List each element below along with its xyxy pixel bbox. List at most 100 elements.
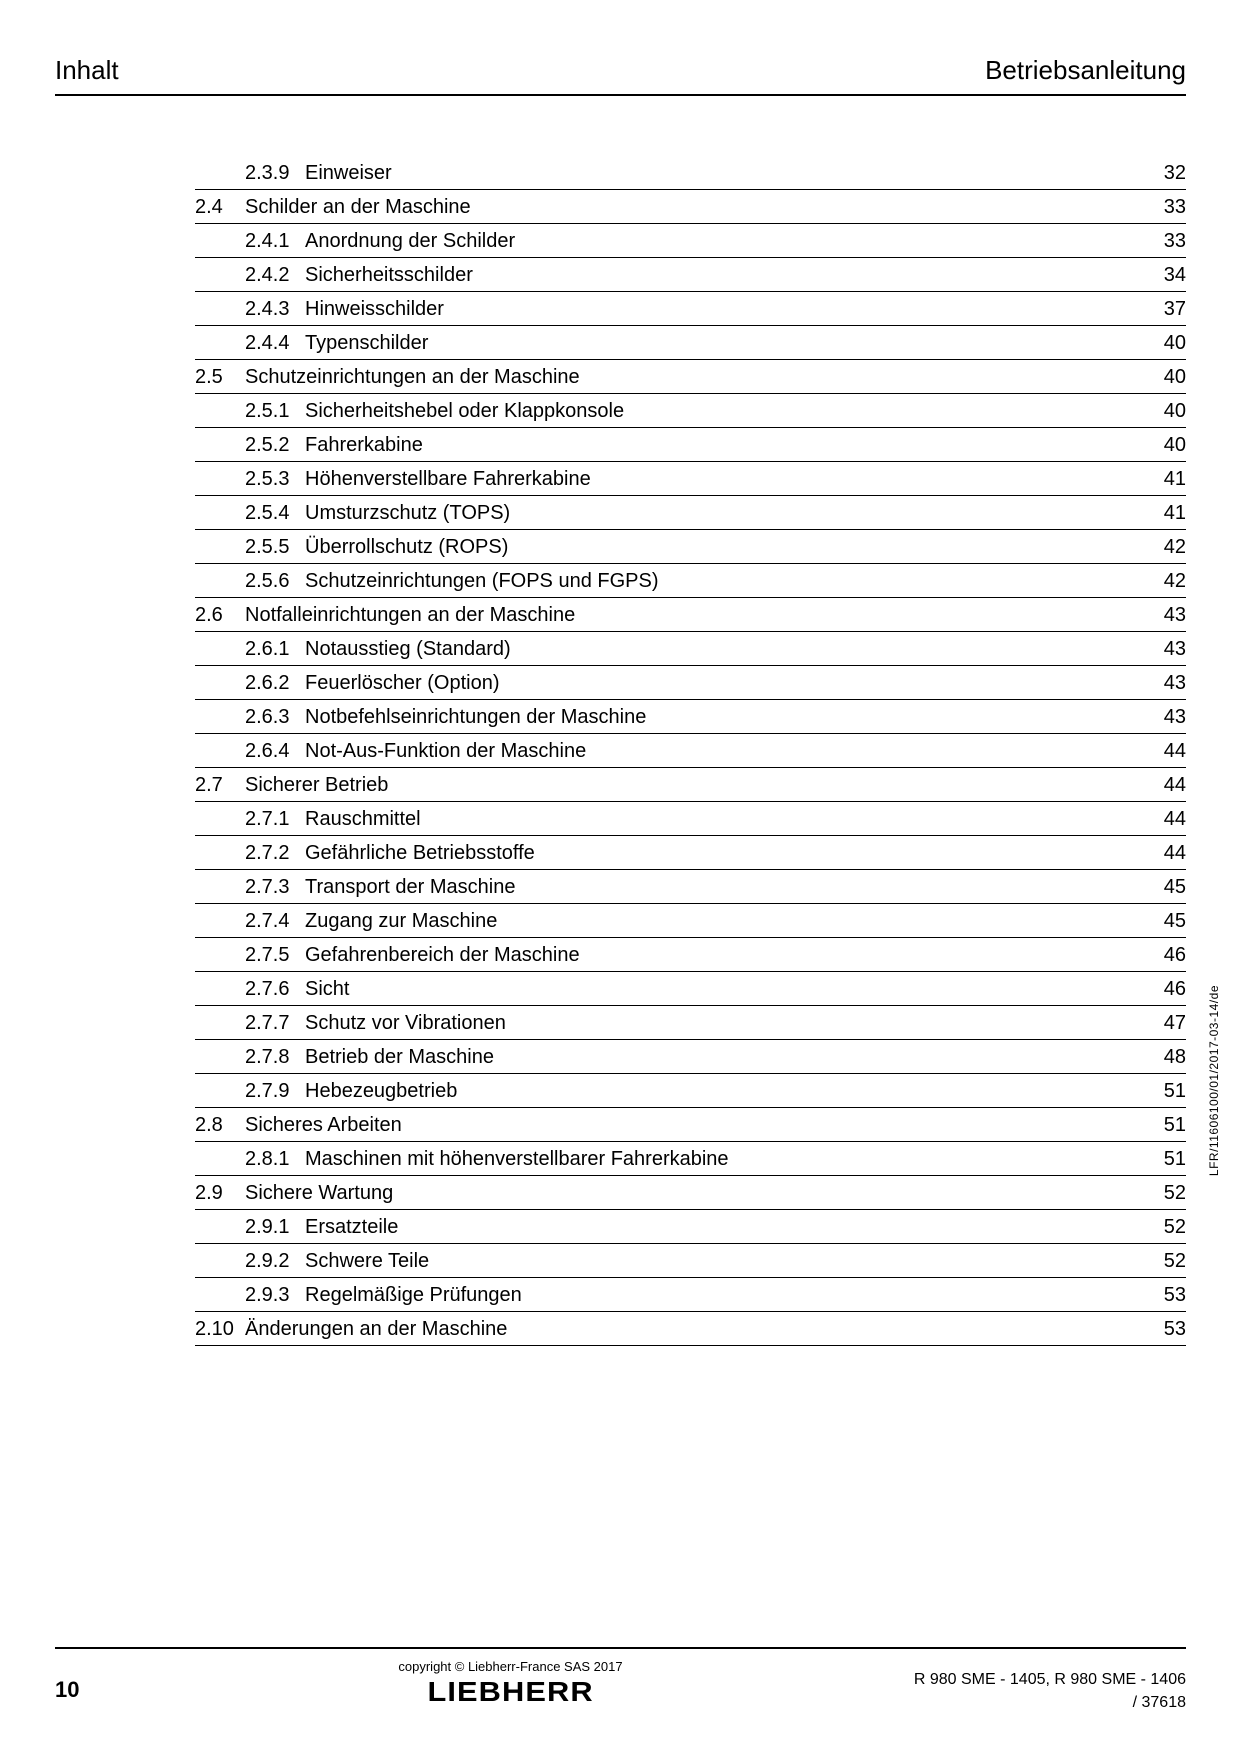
toc-row: 2.7.2Gefährliche Betriebsstoffe44 bbox=[195, 836, 1186, 870]
toc-sub-title: Hinweisschilder bbox=[305, 298, 1146, 321]
toc-sub-title: Fahrerkabine bbox=[305, 434, 1146, 457]
toc-sub-title: Gefahrenbereich der Maschine bbox=[305, 944, 1146, 967]
toc-page-number: 52 bbox=[1146, 1182, 1186, 1205]
toc-sub-title: Maschinen mit höhenverstellbarer Fahrerk… bbox=[305, 1148, 1146, 1171]
toc-row: 2.8Sicheres Arbeiten51 bbox=[195, 1108, 1186, 1142]
toc-row: 2.9.3Regelmäßige Prüfungen53 bbox=[195, 1278, 1186, 1312]
toc-sub-title: Gefährliche Betriebsstoffe bbox=[305, 842, 1146, 865]
toc-section-title: Notfalleinrichtungen an der Maschine bbox=[245, 604, 1146, 627]
toc-section-title: Sicheres Arbeiten bbox=[245, 1114, 1146, 1137]
toc-page-number: 44 bbox=[1146, 842, 1186, 865]
toc-row: 2.5.6Schutzeinrichtungen (FOPS und FGPS)… bbox=[195, 564, 1186, 598]
toc-sub-number: 2.5.4 bbox=[245, 502, 305, 525]
footer-center: copyright © Liebherr-France SAS 2017 LIE… bbox=[155, 1659, 866, 1708]
toc-sub-title: Transport der Maschine bbox=[305, 876, 1146, 899]
toc-sub-title: Notbefehlseinrichtungen der Maschine bbox=[305, 706, 1146, 729]
footer-page-number: 10 bbox=[55, 1659, 155, 1703]
footer-right: R 980 SME - 1405, R 980 SME - 1406 / 376… bbox=[866, 1659, 1186, 1714]
toc-row: 2.8.1Maschinen mit höhenverstellbarer Fa… bbox=[195, 1142, 1186, 1176]
toc-sub-number: 2.7.2 bbox=[245, 842, 305, 865]
toc-sub-number: 2.6.1 bbox=[245, 638, 305, 661]
toc-sub-title: Höhenverstellbare Fahrerkabine bbox=[305, 468, 1146, 491]
toc-row: 2.9.2Schwere Teile52 bbox=[195, 1244, 1186, 1278]
toc-sub-title: Sicherheitsschilder bbox=[305, 264, 1146, 287]
toc-page-number: 42 bbox=[1146, 570, 1186, 593]
toc-sub-title: Anordnung der Schilder bbox=[305, 230, 1146, 253]
toc-sub-number: 2.4.2 bbox=[245, 264, 305, 287]
table-of-contents: 2.3.9Einweiser322.4Schilder an der Masch… bbox=[195, 156, 1186, 1346]
toc-sub-title: Schutz vor Vibrationen bbox=[305, 1012, 1146, 1035]
toc-section-title: Schilder an der Maschine bbox=[245, 196, 1146, 219]
toc-row: 2.9.1Ersatzteile52 bbox=[195, 1210, 1186, 1244]
toc-row: 2.6Notfalleinrichtungen an der Maschine4… bbox=[195, 598, 1186, 632]
toc-page-number: 40 bbox=[1146, 366, 1186, 389]
toc-sub-title: Sicherheitshebel oder Klappkonsole bbox=[305, 400, 1146, 423]
toc-sub-number: 2.4.3 bbox=[245, 298, 305, 321]
toc-sub-number: 2.4.4 bbox=[245, 332, 305, 355]
toc-sub-title: Feuerlöscher (Option) bbox=[305, 672, 1146, 695]
toc-sub-number: 2.6.3 bbox=[245, 706, 305, 729]
toc-section-number: 2.7 bbox=[195, 774, 245, 797]
toc-page-number: 40 bbox=[1146, 434, 1186, 457]
toc-sub-number: 2.7.5 bbox=[245, 944, 305, 967]
toc-page-number: 43 bbox=[1146, 706, 1186, 729]
toc-row: 2.5.3Höhenverstellbare Fahrerkabine41 bbox=[195, 462, 1186, 496]
page-footer: 10 copyright © Liebherr-France SAS 2017 … bbox=[55, 1647, 1186, 1714]
toc-row: 2.7.1Rauschmittel44 bbox=[195, 802, 1186, 836]
toc-section-title: Sicherer Betrieb bbox=[245, 774, 1146, 797]
toc-page-number: 41 bbox=[1146, 468, 1186, 491]
toc-sub-title: Notausstieg (Standard) bbox=[305, 638, 1146, 661]
toc-page-number: 46 bbox=[1146, 978, 1186, 1001]
toc-page-number: 41 bbox=[1146, 502, 1186, 525]
toc-sub-number: 2.9.3 bbox=[245, 1284, 305, 1307]
toc-row: 2.7.3Transport der Maschine45 bbox=[195, 870, 1186, 904]
toc-page-number: 44 bbox=[1146, 774, 1186, 797]
toc-sub-title: Sicht bbox=[305, 978, 1146, 1001]
toc-row: 2.6.4Not-Aus-Funktion der Maschine44 bbox=[195, 734, 1186, 768]
toc-sub-title: Schutzeinrichtungen (FOPS und FGPS) bbox=[305, 570, 1146, 593]
toc-sub-title: Regelmäßige Prüfungen bbox=[305, 1284, 1146, 1307]
toc-page-number: 51 bbox=[1146, 1148, 1186, 1171]
toc-sub-title: Rauschmittel bbox=[305, 808, 1146, 831]
toc-sub-title: Überrollschutz (ROPS) bbox=[305, 536, 1146, 559]
toc-sub-number: 2.8.1 bbox=[245, 1148, 305, 1171]
toc-row: 2.5.4Umsturzschutz (TOPS)41 bbox=[195, 496, 1186, 530]
toc-page-number: 43 bbox=[1146, 672, 1186, 695]
toc-sub-title: Betrieb der Maschine bbox=[305, 1046, 1146, 1069]
toc-page-number: 48 bbox=[1146, 1046, 1186, 1069]
toc-sub-number: 2.6.2 bbox=[245, 672, 305, 695]
toc-row: 2.5.5Überrollschutz (ROPS)42 bbox=[195, 530, 1186, 564]
toc-sub-number: 2.5.3 bbox=[245, 468, 305, 491]
toc-sub-number: 2.7.6 bbox=[245, 978, 305, 1001]
toc-row: 2.7.6Sicht46 bbox=[195, 972, 1186, 1006]
toc-page-number: 43 bbox=[1146, 638, 1186, 661]
toc-page-number: 40 bbox=[1146, 332, 1186, 355]
toc-sub-title: Umsturzschutz (TOPS) bbox=[305, 502, 1146, 525]
toc-sub-number: 2.7.4 bbox=[245, 910, 305, 933]
toc-sub-number: 2.4.1 bbox=[245, 230, 305, 253]
toc-row: 2.7Sicherer Betrieb44 bbox=[195, 768, 1186, 802]
side-reference-text: LFR/11606100/01/2017-03-14/de bbox=[1207, 985, 1221, 1176]
toc-sub-number: 2.7.9 bbox=[245, 1080, 305, 1103]
toc-section-number: 2.5 bbox=[195, 366, 245, 389]
footer-brand-logo: LIEBHERR bbox=[427, 1676, 593, 1708]
toc-page-number: 47 bbox=[1146, 1012, 1186, 1035]
toc-page-number: 44 bbox=[1146, 740, 1186, 763]
header-left: Inhalt bbox=[55, 55, 119, 86]
toc-sub-title: Typenschilder bbox=[305, 332, 1146, 355]
toc-section-number: 2.8 bbox=[195, 1114, 245, 1137]
toc-section-number: 2.10 bbox=[195, 1318, 245, 1341]
toc-page-number: 46 bbox=[1146, 944, 1186, 967]
toc-row: 2.6.3Notbefehlseinrichtungen der Maschin… bbox=[195, 700, 1186, 734]
toc-page-number: 52 bbox=[1146, 1250, 1186, 1273]
toc-page-number: 34 bbox=[1146, 264, 1186, 287]
toc-row: 2.7.4Zugang zur Maschine45 bbox=[195, 904, 1186, 938]
toc-page-number: 32 bbox=[1146, 162, 1186, 185]
footer-model-line1: R 980 SME - 1405, R 980 SME - 1406 bbox=[866, 1669, 1186, 1691]
toc-row: 2.7.8Betrieb der Maschine48 bbox=[195, 1040, 1186, 1074]
toc-section-title: Schutzeinrichtungen an der Maschine bbox=[245, 366, 1146, 389]
toc-sub-title: Einweiser bbox=[305, 162, 1146, 185]
toc-page-number: 45 bbox=[1146, 876, 1186, 899]
toc-page-number: 53 bbox=[1146, 1284, 1186, 1307]
toc-sub-number: 2.5.5 bbox=[245, 536, 305, 559]
